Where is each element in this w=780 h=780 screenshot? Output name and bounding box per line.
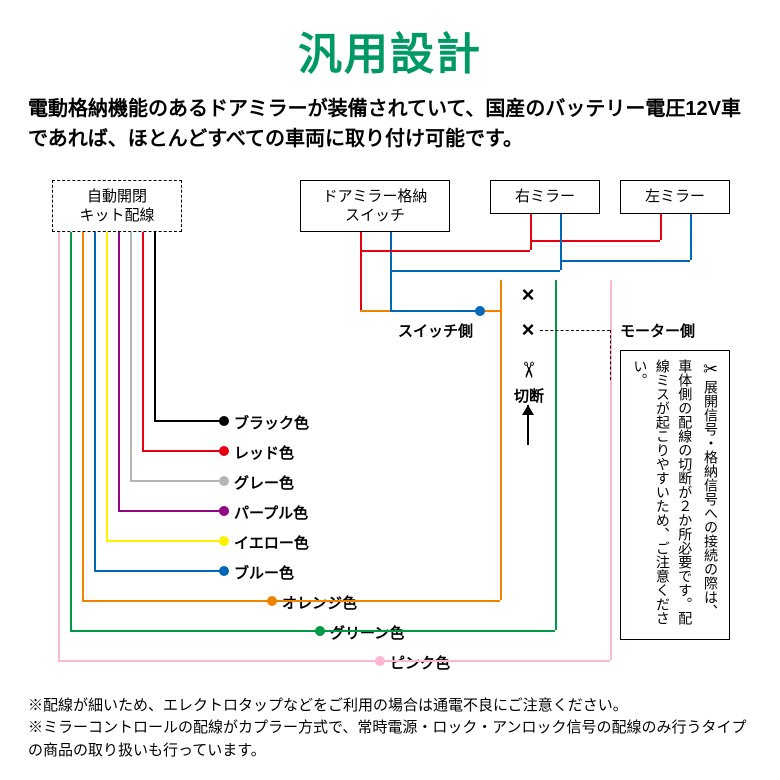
wire-label-blue: ブルー色 [234, 562, 294, 583]
switch-side-label: スイッチ側 [398, 320, 473, 341]
wire-label-pink: ピンク色 [390, 652, 450, 673]
kit-box: 自動開閉 キット配線 [52, 180, 182, 232]
left-mirror-box: 左ミラー [620, 180, 730, 214]
description: 電動格納機能のあるドアミラーが装備されていて、国産のバッテリー電圧12V車であれ… [0, 82, 780, 154]
caution-note-box: ✂展開信号・格納信号への接続の際は、車体側の配線の切断が２か所必要です。配線ミス… [620, 350, 730, 640]
wire-label-purple: パープル色 [234, 502, 308, 523]
wire-label-red: レッド色 [234, 442, 294, 463]
cut-label: 切断 [514, 385, 544, 406]
footer-notes: ※配線が細いため、エレクトロタップなどをご利用の場合は通電不良にご注意ください。… [28, 695, 752, 763]
cut-x-2: × [522, 317, 535, 343]
wire-label-black: ブラック色 [234, 412, 309, 433]
cut-x-1: × [522, 282, 535, 308]
wire-label-orange: オレンジ色 [282, 592, 357, 613]
wire-label-grey: グレー色 [234, 472, 294, 493]
wiring-diagram: 自動開閉 キット配線 ドアミラー格納 スイッチ 右ミラー 左ミラー ブラック色 … [0, 180, 780, 680]
wire-label-yellow: イエロー色 [234, 532, 309, 553]
page-title: 汎用設計 [0, 0, 780, 82]
note-1: ※配線が細いため、エレクトロタップなどをご利用の場合は通電不良にご注意ください。 [28, 695, 752, 718]
wire-label-green: グリーン色 [330, 622, 404, 643]
note-2: ※ミラーコントロールの配線がカプラー方式で、常時電源・ロック・アンロック信号の配… [28, 717, 752, 762]
right-mirror-box: 右ミラー [490, 180, 600, 214]
switch-box: ドアミラー格納 スイッチ [300, 180, 450, 232]
scissors-icon: ✂ [515, 361, 541, 379]
motor-side-label: モーター側 [620, 320, 695, 341]
